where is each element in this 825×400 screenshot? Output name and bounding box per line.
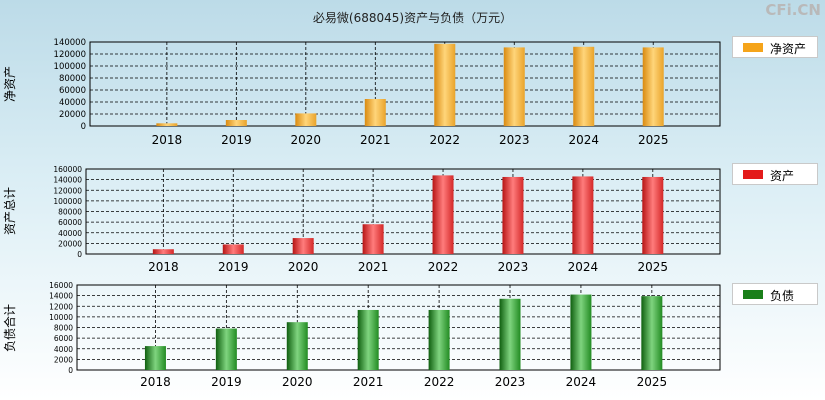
x-tick-label: 2023 xyxy=(495,375,526,389)
bar-liabilities-2025 xyxy=(641,296,663,370)
y-axis-title: 净资产 xyxy=(3,66,17,102)
y-tick-label: 120000 xyxy=(53,186,82,195)
x-tick-label: 2022 xyxy=(424,375,455,389)
x-tick-label: 2024 xyxy=(566,375,597,389)
plot-frame xyxy=(89,41,721,127)
x-tick-label: 2018 xyxy=(152,133,183,147)
chart-title: 必易微(688045)资产与负债（万元） xyxy=(312,11,513,25)
y-tick-label: 16000 xyxy=(49,281,73,290)
y-tick-label: 80000 xyxy=(58,208,82,217)
bar-liabilities-2019 xyxy=(215,328,237,370)
x-tick-label: 2023 xyxy=(499,133,530,147)
bar-liabilities-2021 xyxy=(357,309,379,370)
y-tick-label: 14000 xyxy=(49,292,73,301)
x-tick-label: 2018 xyxy=(140,375,171,389)
bar-total-assets-2025 xyxy=(642,176,664,254)
y-tick-label: 100000 xyxy=(53,197,82,206)
bar-liabilities-2024 xyxy=(570,294,592,370)
x-tick-label: 2022 xyxy=(430,133,461,147)
bar-liabilities-2022 xyxy=(428,309,450,370)
y-tick-label: 60000 xyxy=(59,86,86,96)
x-tick-label: 2021 xyxy=(353,375,384,389)
x-tick-label: 2021 xyxy=(358,260,389,274)
legend-label-liabilities: 负债 xyxy=(770,289,795,303)
bar-net-assets-2023 xyxy=(503,47,525,126)
y-tick-label: 20000 xyxy=(58,239,82,248)
bar-total-assets-2021 xyxy=(362,224,384,254)
bar-total-assets-2022 xyxy=(432,175,454,254)
bar-net-assets-2021 xyxy=(364,99,386,126)
y-tick-label: 0 xyxy=(77,250,82,259)
x-tick-label: 2020 xyxy=(288,260,319,274)
x-tick-label: 2018 xyxy=(148,260,179,274)
y-axis-title: 资产总计 xyxy=(3,187,17,235)
legend-label-total-assets: 资产 xyxy=(770,169,795,183)
y-tick-label: 2000 xyxy=(54,355,73,364)
y-tick-label: 60000 xyxy=(58,218,82,227)
bar-total-assets-2018 xyxy=(152,249,174,254)
y-tick-label: 0 xyxy=(81,122,86,132)
legend-label-net-assets: 净资产 xyxy=(770,42,807,56)
y-tick-label: 100000 xyxy=(54,62,86,72)
x-tick-label: 2019 xyxy=(218,260,249,274)
bar-total-assets-2020 xyxy=(292,238,314,254)
legend-total-assets: 资产 xyxy=(732,163,818,185)
bar-net-assets-2018 xyxy=(156,123,178,126)
bar-total-assets-2023 xyxy=(502,176,524,254)
y-tick-label: 8000 xyxy=(54,324,73,333)
x-tick-label: 2025 xyxy=(638,260,669,274)
y-tick-label: 6000 xyxy=(54,334,73,343)
y-tick-label: 140000 xyxy=(54,38,86,48)
legend-liabilities: 负债 xyxy=(732,283,818,305)
y-axis-title: 负债合计 xyxy=(2,304,17,352)
bar-liabilities-2020 xyxy=(286,322,308,370)
y-tick-label: 80000 xyxy=(59,74,86,84)
bar-net-assets-2024 xyxy=(573,46,595,126)
x-tick-label: 2019 xyxy=(211,375,242,389)
bar-net-assets-2025 xyxy=(642,47,664,126)
y-tick-label: 20000 xyxy=(59,110,86,120)
y-tick-label: 4000 xyxy=(54,345,73,354)
legend-net-assets: 净资产 xyxy=(732,36,818,58)
legend-swatch-net-assets xyxy=(743,43,763,52)
y-tick-label: 160000 xyxy=(53,165,82,174)
y-tick-label: 12000 xyxy=(49,302,73,311)
y-tick-label: 40000 xyxy=(59,98,86,108)
bar-net-assets-2022 xyxy=(434,43,456,126)
x-tick-label: 2020 xyxy=(291,133,322,147)
x-tick-label: 2025 xyxy=(637,375,668,389)
y-tick-label: 10000 xyxy=(49,313,73,322)
x-tick-label: 2024 xyxy=(568,260,599,274)
x-tick-label: 2023 xyxy=(498,260,529,274)
x-tick-label: 2024 xyxy=(568,133,599,147)
bar-total-assets-2024 xyxy=(572,176,594,254)
chart-net-assets: 0 20000 40000 60000 80000 100000 120000 140000 2… xyxy=(3,38,721,147)
bar-net-assets-2020 xyxy=(295,113,317,126)
x-tick-label: 2025 xyxy=(638,133,669,147)
bar-total-assets-2019 xyxy=(222,244,244,254)
brand-logo: CFi.CN xyxy=(765,1,821,19)
legend-swatch-total-assets xyxy=(743,170,763,179)
legend-swatch-liabilities xyxy=(743,290,763,299)
bar-liabilities-2018 xyxy=(144,346,166,370)
x-tick-label: 2020 xyxy=(282,375,313,389)
y-tick-label: 140000 xyxy=(53,176,82,185)
y-tick-label: 40000 xyxy=(58,229,82,238)
y-tick-label: 120000 xyxy=(54,50,86,60)
bar-liabilities-2023 xyxy=(499,298,521,370)
y-tick-label: 0 xyxy=(68,366,73,375)
x-tick-label: 2022 xyxy=(428,260,459,274)
bar-net-assets-2019 xyxy=(225,120,247,126)
x-tick-label: 2021 xyxy=(360,133,391,147)
x-tick-label: 2019 xyxy=(221,133,252,147)
